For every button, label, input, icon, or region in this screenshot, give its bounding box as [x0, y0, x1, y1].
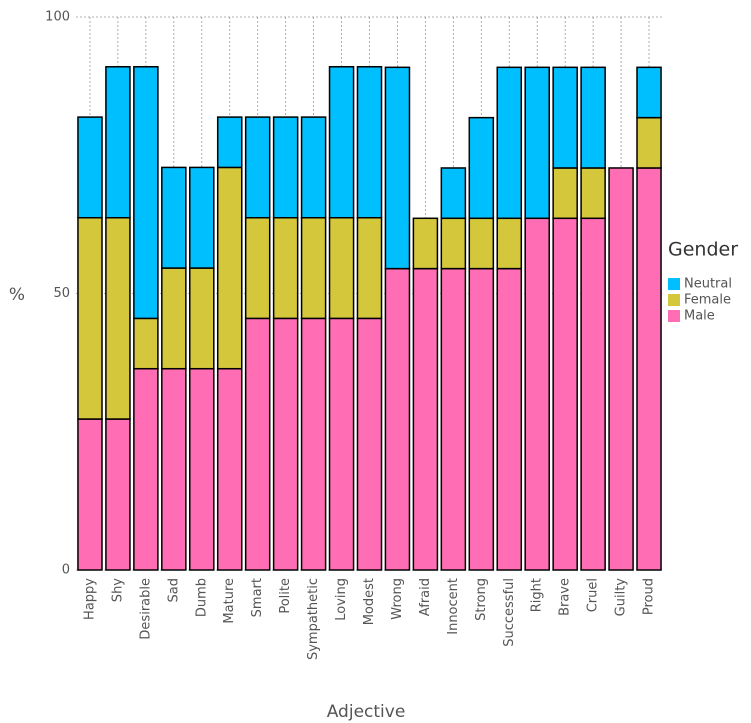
x-tick-label: Sad [166, 578, 181, 602]
bar-segment [440, 267, 467, 571]
bar-segment [189, 166, 215, 269]
legend-swatch [668, 294, 680, 306]
bar-segment [133, 367, 159, 571]
x-tick-label: Happy [82, 578, 97, 620]
bar-segment [272, 116, 299, 219]
bar-segment [608, 167, 634, 571]
x-tick-label: Wrong [390, 578, 405, 620]
legend-title: Gender [668, 239, 738, 261]
bar-segment [496, 217, 523, 270]
x-tick-label: Polite [278, 578, 293, 614]
bar-segment [412, 217, 439, 270]
bar-segment [496, 66, 523, 220]
x-tick-label: Cruel [586, 578, 601, 612]
bar-segment [105, 216, 131, 420]
legend-swatch [668, 310, 680, 322]
bar-segment [189, 367, 215, 571]
legend-label: Female [684, 293, 731, 308]
bar-segment [636, 167, 662, 571]
x-tick-label: Successful [502, 578, 517, 647]
bar-segment [552, 167, 578, 220]
bar-segment [244, 116, 271, 219]
x-axis-title: Adjective [327, 702, 406, 722]
bar-segment [580, 217, 606, 571]
bar-segment [468, 217, 495, 270]
x-tick-label: Smart [250, 578, 265, 617]
bar-segment [552, 217, 578, 571]
bar-segment [161, 166, 187, 269]
x-tick-label: Proud [642, 578, 657, 615]
bar-segment [356, 66, 383, 219]
x-tick-label: Strong [474, 578, 489, 621]
x-tick-label: Brave [558, 578, 573, 616]
bar-segment [356, 317, 383, 571]
y-tick-label: 0 [62, 563, 70, 578]
x-tick-label: Guilty [614, 578, 629, 617]
legend-label: Neutral [684, 277, 732, 292]
bar-segment [636, 116, 662, 169]
x-tick-label: Desirable [138, 578, 153, 640]
bar-segment [133, 66, 159, 320]
bar-segment [244, 317, 271, 571]
bar-segment [412, 267, 439, 571]
bar-segment [272, 216, 299, 320]
y-tick-label: 50 [53, 286, 70, 301]
x-tick-label: Modest [362, 578, 377, 625]
bar-segment [216, 116, 243, 169]
x-tick-label: Sympathetic [306, 578, 321, 660]
bar-segment [105, 66, 131, 219]
bar-segment [524, 217, 550, 571]
bar-segment [189, 267, 215, 370]
x-tick-label: Mature [222, 578, 237, 624]
bar-segment [496, 267, 523, 571]
bar-segment [300, 317, 327, 571]
bar-segment [328, 216, 355, 320]
bar-segment [384, 66, 411, 270]
bar-segment [105, 418, 131, 571]
bar-segment [440, 167, 467, 220]
bar-segment [636, 66, 662, 119]
legend-label: Male [684, 309, 715, 324]
bar-segment [216, 166, 243, 370]
bar-segment [328, 317, 355, 571]
bar-segment [77, 418, 103, 571]
bar-segment [356, 216, 383, 320]
bar-segment [300, 116, 327, 219]
bar-segment [468, 267, 495, 571]
bar-segment [77, 116, 103, 219]
bar-segment [161, 267, 187, 370]
x-tick-label: Shy [110, 578, 125, 602]
bar-segment [552, 66, 578, 169]
bar-segment [133, 317, 159, 370]
bar-segment [272, 317, 299, 571]
bar-segment [580, 167, 606, 220]
x-tick-label: Afraid [418, 578, 433, 616]
bar-segment [161, 367, 187, 571]
legend-swatch [668, 278, 680, 290]
y-axis-title: % [9, 285, 25, 305]
x-tick-label: Innocent [446, 578, 461, 635]
bar-segment [384, 267, 411, 571]
bar-segment [524, 66, 550, 220]
bar-segment [468, 116, 495, 220]
x-tick-label: Dumb [194, 578, 209, 617]
bar-segment [216, 367, 243, 571]
bar-segment [440, 217, 467, 270]
bar-segment [244, 216, 271, 320]
bar-segment [77, 216, 103, 420]
y-tick-label: 100 [45, 10, 70, 25]
x-tick-label: Loving [334, 578, 349, 621]
x-tick-label: Right [530, 578, 545, 612]
bar-segment [328, 66, 355, 219]
bar-segment [300, 216, 327, 320]
bar-segment [580, 66, 606, 169]
